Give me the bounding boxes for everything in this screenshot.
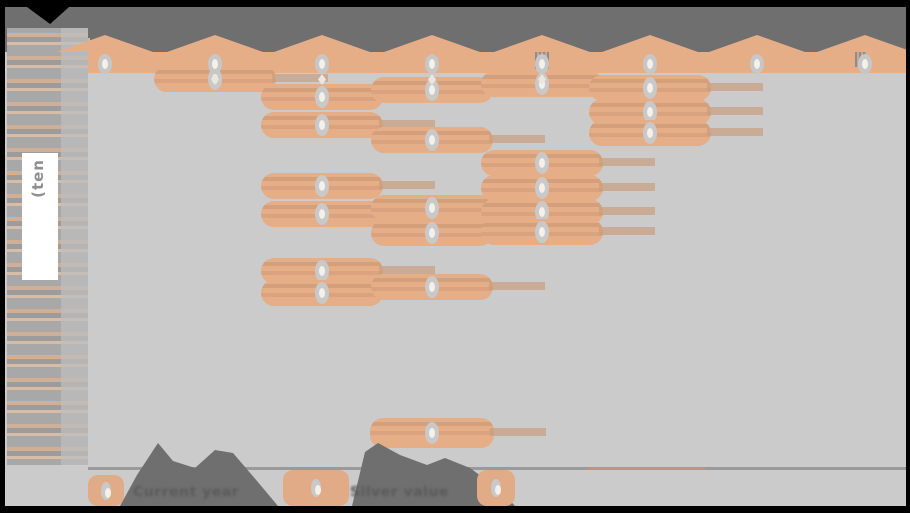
lens-icon xyxy=(425,129,439,151)
lens-icon xyxy=(425,422,439,444)
capsule-marker xyxy=(261,280,436,306)
capsule-marker xyxy=(371,195,546,221)
lens-icon xyxy=(425,222,439,244)
lens-icon xyxy=(535,177,549,199)
capsule-marker xyxy=(261,84,436,110)
capsule-marker xyxy=(370,418,547,448)
lens-icon xyxy=(425,79,439,101)
lens-icon xyxy=(315,203,329,225)
lens-icon xyxy=(643,77,657,99)
lens-icon xyxy=(98,54,112,74)
y-axis-label: (ten xyxy=(29,159,47,198)
lens-icon xyxy=(101,481,111,500)
plot-area: (ten Current year Silver value xyxy=(5,7,906,506)
lens-icon xyxy=(643,122,657,144)
lens-icon xyxy=(315,86,329,108)
lens-icon xyxy=(535,152,549,174)
legend-swatch-2 xyxy=(283,470,349,506)
capsule-marker xyxy=(371,220,546,246)
lens-icon xyxy=(315,282,329,304)
lens-icon xyxy=(315,175,329,197)
lens-icon xyxy=(425,276,439,298)
diamond-dot-icon xyxy=(538,74,546,85)
y-axis-glitch-fade xyxy=(61,28,88,465)
lens-icon xyxy=(643,101,657,123)
capsule-marker xyxy=(261,173,436,199)
y-axis-label-box: (ten xyxy=(22,153,58,280)
lens-icon xyxy=(208,54,222,74)
lens-icon xyxy=(311,479,321,497)
lens-icon xyxy=(425,197,439,219)
diamond-dot-icon xyxy=(318,74,326,85)
legend-swatch-1 xyxy=(88,475,124,506)
capsule-marker xyxy=(481,150,656,176)
capsule-marker xyxy=(261,112,436,138)
lens-icon xyxy=(425,54,439,74)
lens-icon xyxy=(491,479,501,497)
lens-icon xyxy=(750,54,764,74)
x-axis-glitch-segment xyxy=(588,467,705,470)
lens-icon xyxy=(535,221,549,243)
lens-icon xyxy=(315,114,329,136)
capsule-marker xyxy=(481,175,656,201)
legend-swatch-3 xyxy=(477,470,515,506)
capsule-marker xyxy=(371,274,546,300)
legend-label-1: Current year xyxy=(133,484,240,500)
capsule-marker xyxy=(261,201,436,227)
lens-icon xyxy=(643,54,657,74)
diamond-dot-icon xyxy=(211,74,219,85)
lens-icon xyxy=(858,54,872,74)
diamond-dot-icon xyxy=(428,74,436,85)
capsule-marker xyxy=(261,258,436,284)
lens-icon xyxy=(315,260,329,282)
capsule-marker xyxy=(481,219,656,245)
lens-icon xyxy=(535,54,549,74)
lens-icon xyxy=(535,201,549,223)
capsule-marker xyxy=(589,75,764,101)
legend-label-2: Silver value xyxy=(350,484,449,500)
lens-icon xyxy=(315,54,329,74)
top-band-series-bar xyxy=(88,52,906,73)
capsule-marker xyxy=(371,127,546,153)
capsule-marker xyxy=(589,120,764,146)
